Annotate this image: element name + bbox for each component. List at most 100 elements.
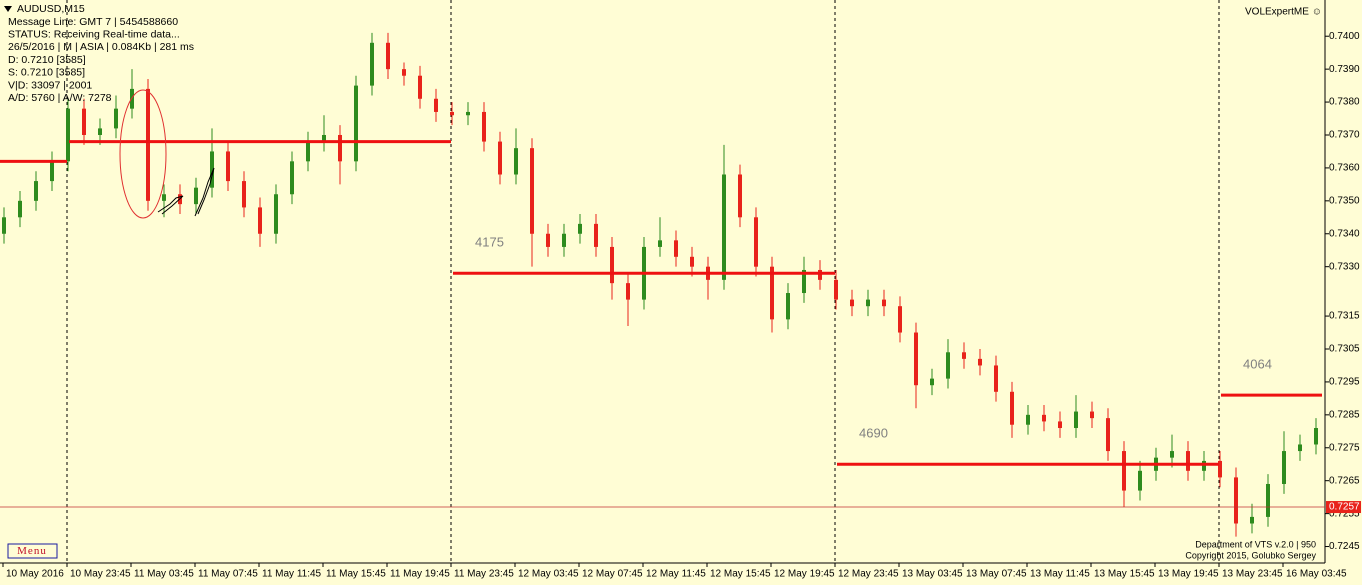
y-tick-label: 0.7390: [1329, 64, 1360, 75]
candle-body: [562, 233, 566, 247]
x-tick-label: 10 May 23:45: [70, 569, 131, 580]
candle-body: [1090, 411, 1094, 419]
y-tick-label: 0.7295: [1329, 377, 1360, 388]
candle-body: [1170, 451, 1174, 458]
candle-body: [930, 378, 934, 386]
candle-body: [402, 69, 406, 76]
candle-body: [994, 365, 998, 392]
x-tick-label: 11 May 07:45: [198, 569, 258, 580]
candle-body: [1298, 444, 1302, 452]
candle-body: [1282, 451, 1286, 484]
candle-body: [338, 134, 342, 162]
menu-frame[interactable]: [7, 543, 58, 559]
y-tick-label: 0.7265: [1329, 475, 1360, 486]
candle-body: [850, 299, 854, 307]
menu-label[interactable]: Menu: [17, 545, 47, 557]
info-line: STATUS: Receiving Real-time data...: [8, 28, 180, 40]
x-tick-label: 12 May 15:45: [710, 569, 771, 580]
x-tick-label: 12 May 19:45: [774, 569, 835, 580]
candle-body: [738, 174, 742, 218]
candle-body: [1138, 470, 1142, 491]
candle-body: [722, 174, 726, 280]
candle-body: [626, 283, 630, 300]
candle-body: [1010, 391, 1014, 425]
candle-body: [658, 240, 662, 247]
candle-body: [610, 246, 614, 284]
candle-body: [306, 141, 310, 162]
candle-body: [242, 181, 246, 208]
level-label: 4175: [475, 235, 504, 250]
candle-body: [914, 332, 918, 386]
footer: Department of VTS v.2.0 | 950: [1195, 539, 1316, 549]
candle-body: [66, 108, 70, 162]
candle-body: [1122, 451, 1126, 491]
candle-body: [786, 293, 790, 320]
candle-body: [594, 223, 598, 247]
x-tick-label: 12 May 03:45: [518, 569, 579, 580]
candle-body: [530, 148, 534, 234]
candle-body: [194, 187, 198, 205]
candle-body: [370, 42, 374, 86]
candle-body: [98, 128, 102, 135]
chart-title: AUDUSD,M15: [17, 3, 85, 15]
candle-body: [690, 256, 694, 267]
candle-body: [962, 352, 966, 359]
candle-body: [1314, 428, 1318, 445]
candle-body: [50, 161, 54, 182]
info-line: A/D: 5760 | A/W: 7278: [8, 92, 112, 104]
info-line: V|D: 33097 | 2001: [8, 79, 92, 91]
candle-body: [754, 217, 758, 267]
candle-body: [1234, 477, 1238, 524]
menu-button[interactable]: Menu: [7, 543, 58, 559]
candle-body: [1042, 414, 1046, 422]
candle-body: [466, 111, 470, 116]
candle-body: [1266, 483, 1270, 517]
x-tick-label: 11 May 15:45: [326, 569, 386, 580]
info-line: Message Line: GMT 7 | 5454588660: [8, 16, 178, 28]
candle-body: [946, 352, 950, 379]
x-tick-label: 11 May 23:45: [454, 569, 514, 580]
x-tick-label: 13 May 11:45: [1030, 569, 1090, 580]
x-tick-label: 13 May 15:45: [1094, 569, 1155, 580]
overlay: AUDUSD,M15 VOLExpertME ☺ Department of V…: [4, 3, 1322, 560]
annotation-scribble: [157, 195, 184, 215]
candle-body: [418, 75, 422, 99]
x-tick-label: 16 May 03:45: [1286, 569, 1347, 580]
y-tick-label: 0.7360: [1329, 163, 1360, 174]
level-label: 4064: [1243, 357, 1272, 372]
current-price-tag: [1326, 501, 1361, 514]
candle-body: [834, 279, 838, 300]
candle-body: [274, 194, 278, 234]
x-tick-label: 13 May 07:45: [966, 569, 1027, 580]
y-tick-label: 0.7285: [1329, 409, 1360, 420]
plot-area: [0, 0, 1325, 563]
candle-body: [434, 98, 438, 112]
x-tick-label: 13 May 19:45: [1158, 569, 1219, 580]
footer: Copyright 2015, Golubko Sergey: [1185, 550, 1316, 560]
level-label: 4690: [859, 426, 888, 441]
x-tick-label: 11 May 11:45: [262, 569, 322, 580]
brand: VOLExpertME ☺: [1245, 7, 1322, 18]
candle-body: [146, 88, 150, 201]
annotation-ellipse: [119, 89, 167, 219]
y-tick-label: 0.7305: [1329, 344, 1360, 355]
y-tick-label: 0.7275: [1329, 442, 1360, 453]
y-tick-label: 0.7380: [1329, 97, 1360, 108]
y-tick-label: 0.7400: [1329, 31, 1360, 42]
candle-body: [18, 200, 22, 218]
candle-body: [770, 266, 774, 320]
candle-body: [898, 306, 902, 333]
x-tick-label: 11 May 03:45: [134, 569, 194, 580]
candle-body: [290, 161, 294, 195]
x-tick-label: 10 May 2016: [6, 569, 64, 580]
candle-body: [2, 217, 6, 234]
candle-body: [978, 358, 982, 366]
x-tick-label: 13 May 23:45: [1222, 569, 1283, 580]
candle-body: [578, 223, 582, 234]
candle-body: [226, 151, 230, 182]
y-tick-label: 0.7350: [1329, 195, 1360, 206]
info-line: 26/5/2016 | M | ASIA | 0.084Kb | 281 ms: [8, 41, 194, 53]
y-tick-label: 0.7340: [1329, 228, 1360, 239]
candle-body: [882, 299, 886, 307]
